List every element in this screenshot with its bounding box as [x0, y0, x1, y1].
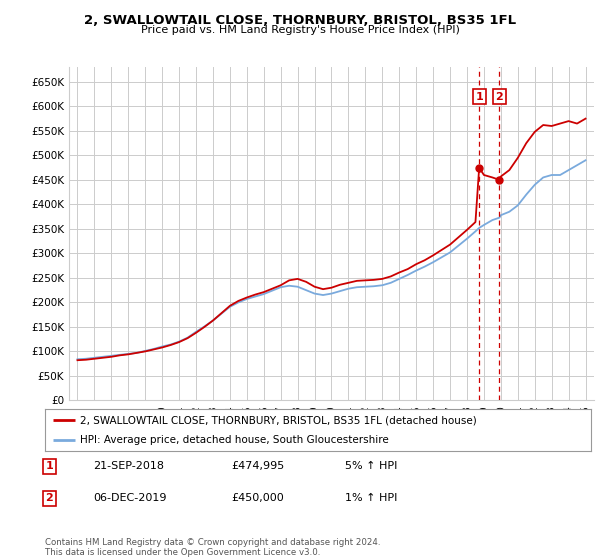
Text: 2, SWALLOWTAIL CLOSE, THORNBURY, BRISTOL, BS35 1FL (detached house): 2, SWALLOWTAIL CLOSE, THORNBURY, BRISTOL… — [80, 415, 477, 425]
Text: 1: 1 — [46, 461, 53, 472]
Text: 1% ↑ HPI: 1% ↑ HPI — [345, 493, 397, 503]
Text: 2: 2 — [46, 493, 53, 503]
Text: 5% ↑ HPI: 5% ↑ HPI — [345, 461, 397, 472]
Text: 2: 2 — [496, 92, 503, 101]
Text: £474,995: £474,995 — [231, 461, 284, 472]
Text: £450,000: £450,000 — [231, 493, 284, 503]
Text: Price paid vs. HM Land Registry's House Price Index (HPI): Price paid vs. HM Land Registry's House … — [140, 25, 460, 35]
Text: HPI: Average price, detached house, South Gloucestershire: HPI: Average price, detached house, Sout… — [80, 435, 389, 445]
Text: 06-DEC-2019: 06-DEC-2019 — [93, 493, 167, 503]
Text: 1: 1 — [475, 92, 483, 101]
Text: Contains HM Land Registry data © Crown copyright and database right 2024.
This d: Contains HM Land Registry data © Crown c… — [45, 538, 380, 557]
Text: 21-SEP-2018: 21-SEP-2018 — [93, 461, 164, 472]
Text: 2, SWALLOWTAIL CLOSE, THORNBURY, BRISTOL, BS35 1FL: 2, SWALLOWTAIL CLOSE, THORNBURY, BRISTOL… — [84, 14, 516, 27]
